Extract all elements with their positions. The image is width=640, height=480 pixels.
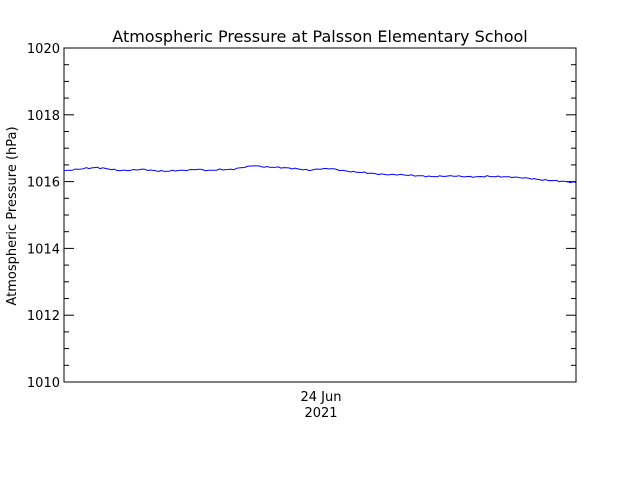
y-axis-tick-labels: 1010 1012 1014 1016 1018 1020 (27, 42, 60, 391)
y-axis-ticks (64, 47, 576, 383)
x-tick-label-year: 2021 (304, 406, 337, 421)
series-layer (63, 165, 577, 184)
y-tick-label: 1020 (27, 42, 60, 57)
y-axis-label: Atmospheric Pressure (hPa) (5, 126, 20, 305)
y-tick-label: 1016 (27, 176, 60, 191)
plot-area-frame (63, 47, 577, 383)
y-tick-label: 1012 (27, 309, 60, 324)
y-tick-label: 1010 (27, 376, 60, 391)
y-tick-label: 1018 (27, 109, 60, 124)
chart-title: Atmospheric Pressure at Palsson Elementa… (112, 27, 527, 46)
y-tick-label: 1014 (27, 242, 60, 257)
x-tick-label-date: 24 Jun (301, 390, 342, 405)
pressure-series-line (63, 165, 577, 184)
